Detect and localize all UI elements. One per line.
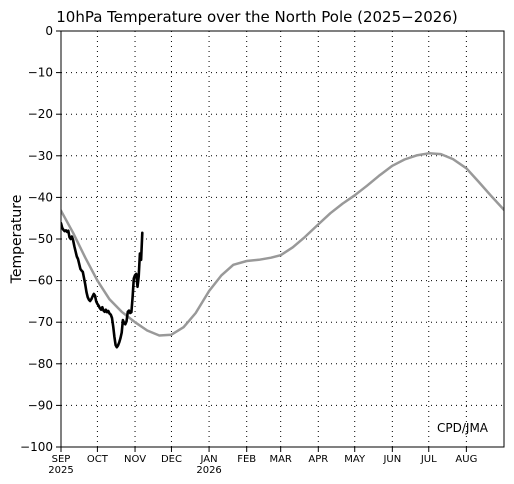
plot-frame [60, 30, 505, 448]
y-tick-label: −20 [28, 107, 53, 121]
x-tick-label: MAY [344, 454, 366, 465]
x-tick-label: JUN [382, 454, 401, 465]
x-tick-label: JAN [200, 454, 218, 465]
x-tick-label: MAR [269, 454, 291, 465]
y-tick-label: −70 [28, 315, 53, 329]
x-tick-year-label: 2026 [196, 465, 221, 476]
grid-lines [61, 31, 504, 447]
y-axis: 0 −10 −20 −30 −40 −50 −60 −70 −80 −90 −100 [20, 24, 61, 454]
y-tick-label: −100 [20, 440, 53, 454]
x-tick-label: SEP [52, 454, 71, 465]
y-axis-label: Temperature [9, 195, 25, 285]
x-tick-year-label: 2025 [48, 465, 73, 476]
series-layer [61, 152, 504, 349]
chart-title: 10hPa Temperature over the North Pole (2… [56, 8, 458, 26]
y-tick-label: −80 [28, 357, 53, 371]
x-tick-label: FEB [237, 454, 256, 465]
y-tick-label: 0 [45, 24, 53, 38]
x-tick-label: AUG [455, 454, 477, 465]
x-tick-label: JUL [420, 454, 437, 465]
y-tick-label: −90 [28, 398, 53, 412]
y-tick-label: −40 [28, 190, 53, 204]
y-tick-label: −30 [28, 149, 53, 163]
climatology-line [61, 152, 504, 337]
credit-label: CPD/JMA [437, 421, 489, 435]
y-tick-label: −50 [28, 232, 53, 246]
y-tick-label: −60 [28, 274, 53, 288]
x-tick-label: APR [308, 454, 328, 465]
y-tick-label: −10 [28, 66, 53, 80]
x-tick-label: DEC [161, 454, 182, 465]
observed-line [61, 221, 144, 349]
x-tick-label: NOV [124, 454, 146, 465]
x-tick-label: OCT [87, 454, 109, 465]
